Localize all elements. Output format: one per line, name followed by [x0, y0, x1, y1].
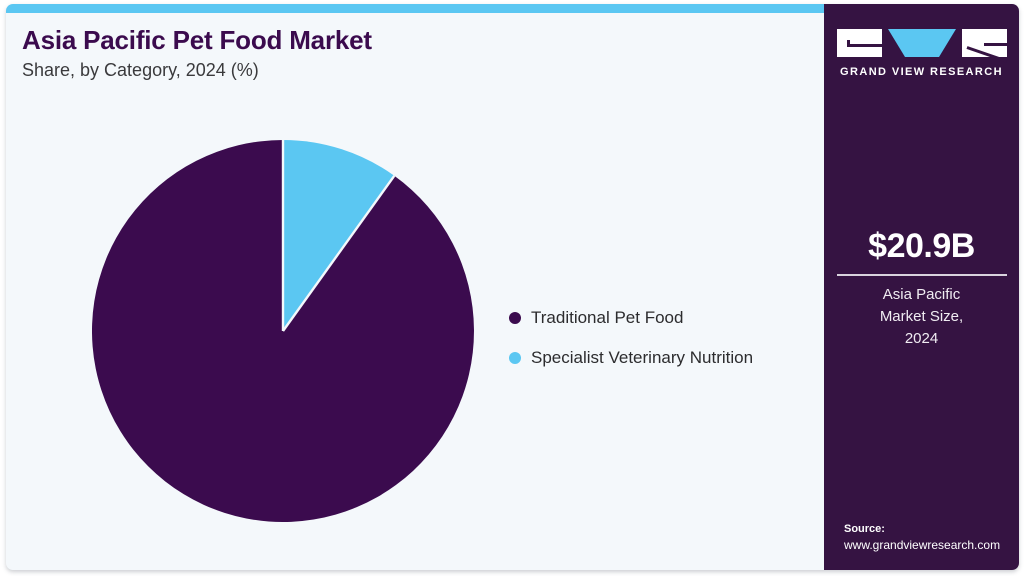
source-block: Source: www.grandviewresearch.com [844, 521, 1019, 554]
chart-header: Asia Pacific Pet Food Market Share, by C… [22, 24, 722, 82]
legend-label: Specialist Veterinary Nutrition [531, 348, 754, 367]
legend-item-specialist-veterinary-nutrition[interactable]: Specialist Veterinary Nutrition [509, 338, 809, 378]
logo-marks [824, 28, 1019, 58]
market-size-stat: $20.9B Asia Pacific Market Size, 2024 [824, 226, 1019, 350]
legend-item-traditional-pet-food[interactable]: Traditional Pet Food [509, 298, 809, 338]
letter-v-icon [887, 29, 956, 57]
pie-chart [92, 140, 474, 522]
brand-name: GRAND VIEW RESEARCH [840, 66, 1003, 78]
chart-legend: Traditional Pet Food Specialist Veterina… [509, 298, 809, 378]
source-url[interactable]: www.grandviewresearch.com [844, 538, 1001, 552]
letter-g-icon [836, 29, 882, 57]
legend-label: Traditional Pet Food [531, 308, 684, 327]
page-title: Asia Pacific Pet Food Market [22, 25, 372, 55]
legend-swatch-icon [509, 312, 521, 324]
stat-divider [836, 274, 1007, 276]
pie-slice-specialist-veterinary-nutrition [283, 140, 395, 331]
stat-caption-line-3: 2024 [904, 330, 939, 347]
stat-caption-line-1: Asia Pacific [882, 286, 961, 303]
brand-side-panel: GRAND VIEW RESEARCH $20.9B Asia Pacific … [824, 4, 1019, 570]
top-accent-bar [6, 4, 824, 13]
chart-card: Asia Pacific Pet Food Market Share, by C… [6, 4, 1019, 570]
pie-chart-svg [92, 140, 474, 522]
pie-slice-divider-1 [282, 175, 396, 332]
stat-caption-line-2: Market Size, [879, 308, 964, 325]
stat-value: $20.9B [868, 227, 975, 265]
legend-swatch-icon [509, 352, 521, 364]
stat-caption: Asia Pacific Market Size, 2024 [824, 284, 1019, 350]
brand-logo: GRAND VIEW RESEARCH [824, 28, 1019, 78]
source-label: Source: [844, 523, 885, 535]
page-subtitle: Share, by Category, 2024 (%) [22, 60, 259, 80]
letter-r-icon [961, 29, 1007, 57]
